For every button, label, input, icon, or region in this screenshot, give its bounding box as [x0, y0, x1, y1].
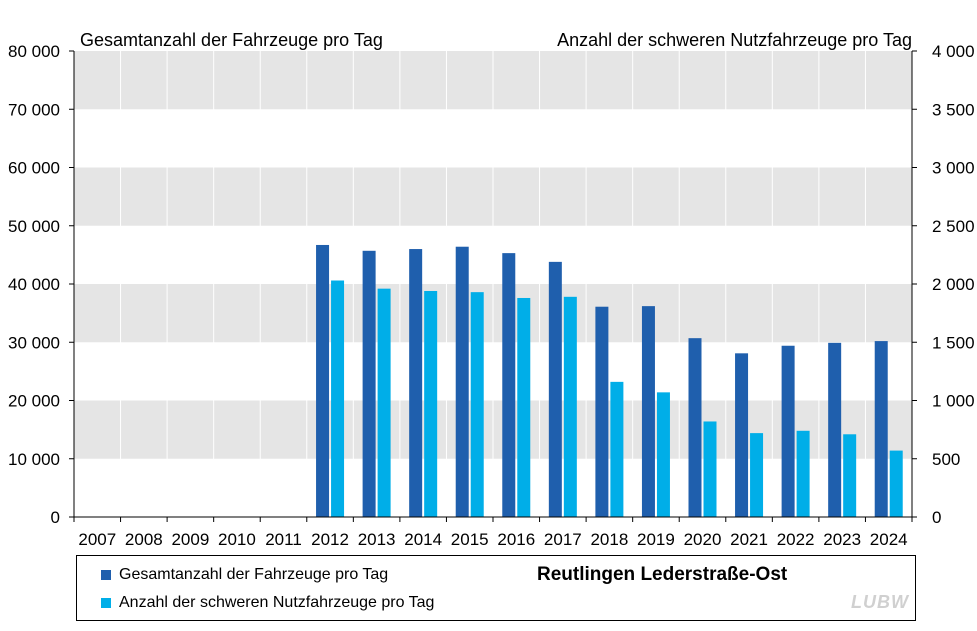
legend-item-total: Gesamtanzahl der Fahrzeuge pro Tag	[101, 566, 388, 584]
x-tick-label: 2024	[870, 530, 908, 549]
x-tick-label: 2023	[823, 530, 861, 549]
bar-heavy-2014	[424, 290, 438, 517]
x-tick-label: 2010	[218, 530, 256, 549]
location-title: Reutlingen Lederstraße-Ost	[537, 564, 788, 585]
x-axis-ticks: 2007 2008 2009 2010 2011 2012 2013 2014 2015 2016…	[73, 517, 913, 549]
x-tick-label: 2011	[265, 530, 302, 549]
bar-heavy-2022	[796, 430, 810, 517]
bar-total-2022	[781, 345, 795, 517]
bar-total-2017	[548, 261, 562, 517]
bar-heavy-2021	[750, 433, 764, 517]
bar-total-2023	[828, 342, 842, 517]
bars	[316, 244, 903, 518]
bar-total-2018	[595, 306, 609, 517]
right-tick-label: 3 500	[932, 100, 975, 119]
right-tick-label: 1 500	[932, 333, 975, 352]
bar-total-2015	[455, 246, 469, 517]
x-tick-label: 2008	[125, 530, 163, 549]
right-tick-label: 2 500	[932, 217, 975, 236]
bar-heavy-2012	[331, 280, 345, 517]
bar-heavy-2023	[843, 434, 857, 517]
bar-heavy-2024	[889, 450, 903, 517]
bar-total-2013	[362, 250, 376, 518]
x-tick-label: 2022	[777, 530, 815, 549]
left-tick-label: 40 000	[8, 275, 60, 294]
x-tick-label: 2012	[311, 530, 349, 549]
vertical-gridlines	[120, 51, 866, 517]
legend: Gesamtanzahl der Fahrzeuge pro Tag Anzah…	[76, 555, 916, 621]
bar-total-2020	[688, 338, 702, 517]
bar-heavy-2015	[470, 292, 484, 517]
bar-total-2014	[409, 249, 423, 518]
right-tick-label: 1 000	[932, 392, 975, 411]
bar-heavy-2018	[610, 381, 624, 517]
right-tick-label: 3 000	[932, 159, 975, 178]
left-tick-label: 50 000	[8, 217, 60, 236]
legend-label-heavy: Anzahl der schweren Nutzfahrzeuge pro Ta…	[119, 594, 435, 611]
bar-heavy-2016	[517, 297, 531, 517]
left-tick-label: 70 000	[8, 100, 60, 119]
left-axis-ticks: 0 10 000 20 000 30 000 40 000 50 000 60 000 70 …	[8, 42, 74, 527]
x-tick-label: 2007	[78, 530, 116, 549]
bar-heavy-2020	[703, 421, 717, 517]
left-tick-label: 60 000	[8, 159, 60, 178]
x-tick-label: 2014	[404, 530, 442, 549]
left-tick-label: 80 000	[8, 42, 60, 61]
bar-heavy-2013	[377, 288, 391, 517]
legend-label-total: Gesamtanzahl der Fahrzeuge pro Tag	[119, 566, 389, 583]
legend-item-heavy: Anzahl der schweren Nutzfahrzeuge pro Ta…	[101, 594, 434, 612]
x-tick-label: 2013	[358, 530, 396, 549]
right-tick-label: 0	[932, 508, 941, 527]
bar-total-2012	[316, 244, 330, 517]
right-tick-label: 500	[932, 450, 960, 469]
bar-total-2019	[641, 306, 655, 517]
right-tick-label: 4 000	[932, 42, 975, 61]
right-tick-label: 2 000	[932, 275, 975, 294]
bar-total-2024	[874, 341, 888, 517]
x-tick-label: 2015	[451, 530, 489, 549]
bar-heavy-2019	[656, 392, 670, 517]
left-axis-title: Gesamtanzahl der Fahrzeuge pro Tag	[80, 30, 383, 50]
x-tick-label: 2009	[171, 530, 209, 549]
lubw-logo: LUBW	[851, 592, 909, 612]
bar-heavy-2017	[563, 296, 577, 517]
left-tick-label: 30 000	[8, 333, 60, 352]
x-tick-label: 2019	[637, 530, 675, 549]
x-tick-label: 2016	[497, 530, 535, 549]
right-axis-title: Anzahl der schweren Nutzfahrzeuge pro Ta…	[557, 30, 912, 50]
left-tick-label: 10 000	[8, 450, 60, 469]
right-axis-ticks: 0 500 1 000 1 500 2 000 2 500 3 000 3 500 4 000	[912, 42, 975, 527]
x-tick-label: 2017	[544, 530, 582, 549]
legend-swatch-heavy	[101, 598, 111, 608]
left-tick-label: 20 000	[8, 392, 60, 411]
bar-total-2021	[735, 353, 749, 517]
x-tick-label: 2021	[730, 530, 768, 549]
bar-total-2016	[502, 253, 516, 517]
x-tick-label: 2018	[590, 530, 628, 549]
legend-swatch-total	[101, 570, 111, 580]
x-tick-label: 2020	[684, 530, 722, 549]
left-tick-label: 0	[51, 508, 60, 527]
